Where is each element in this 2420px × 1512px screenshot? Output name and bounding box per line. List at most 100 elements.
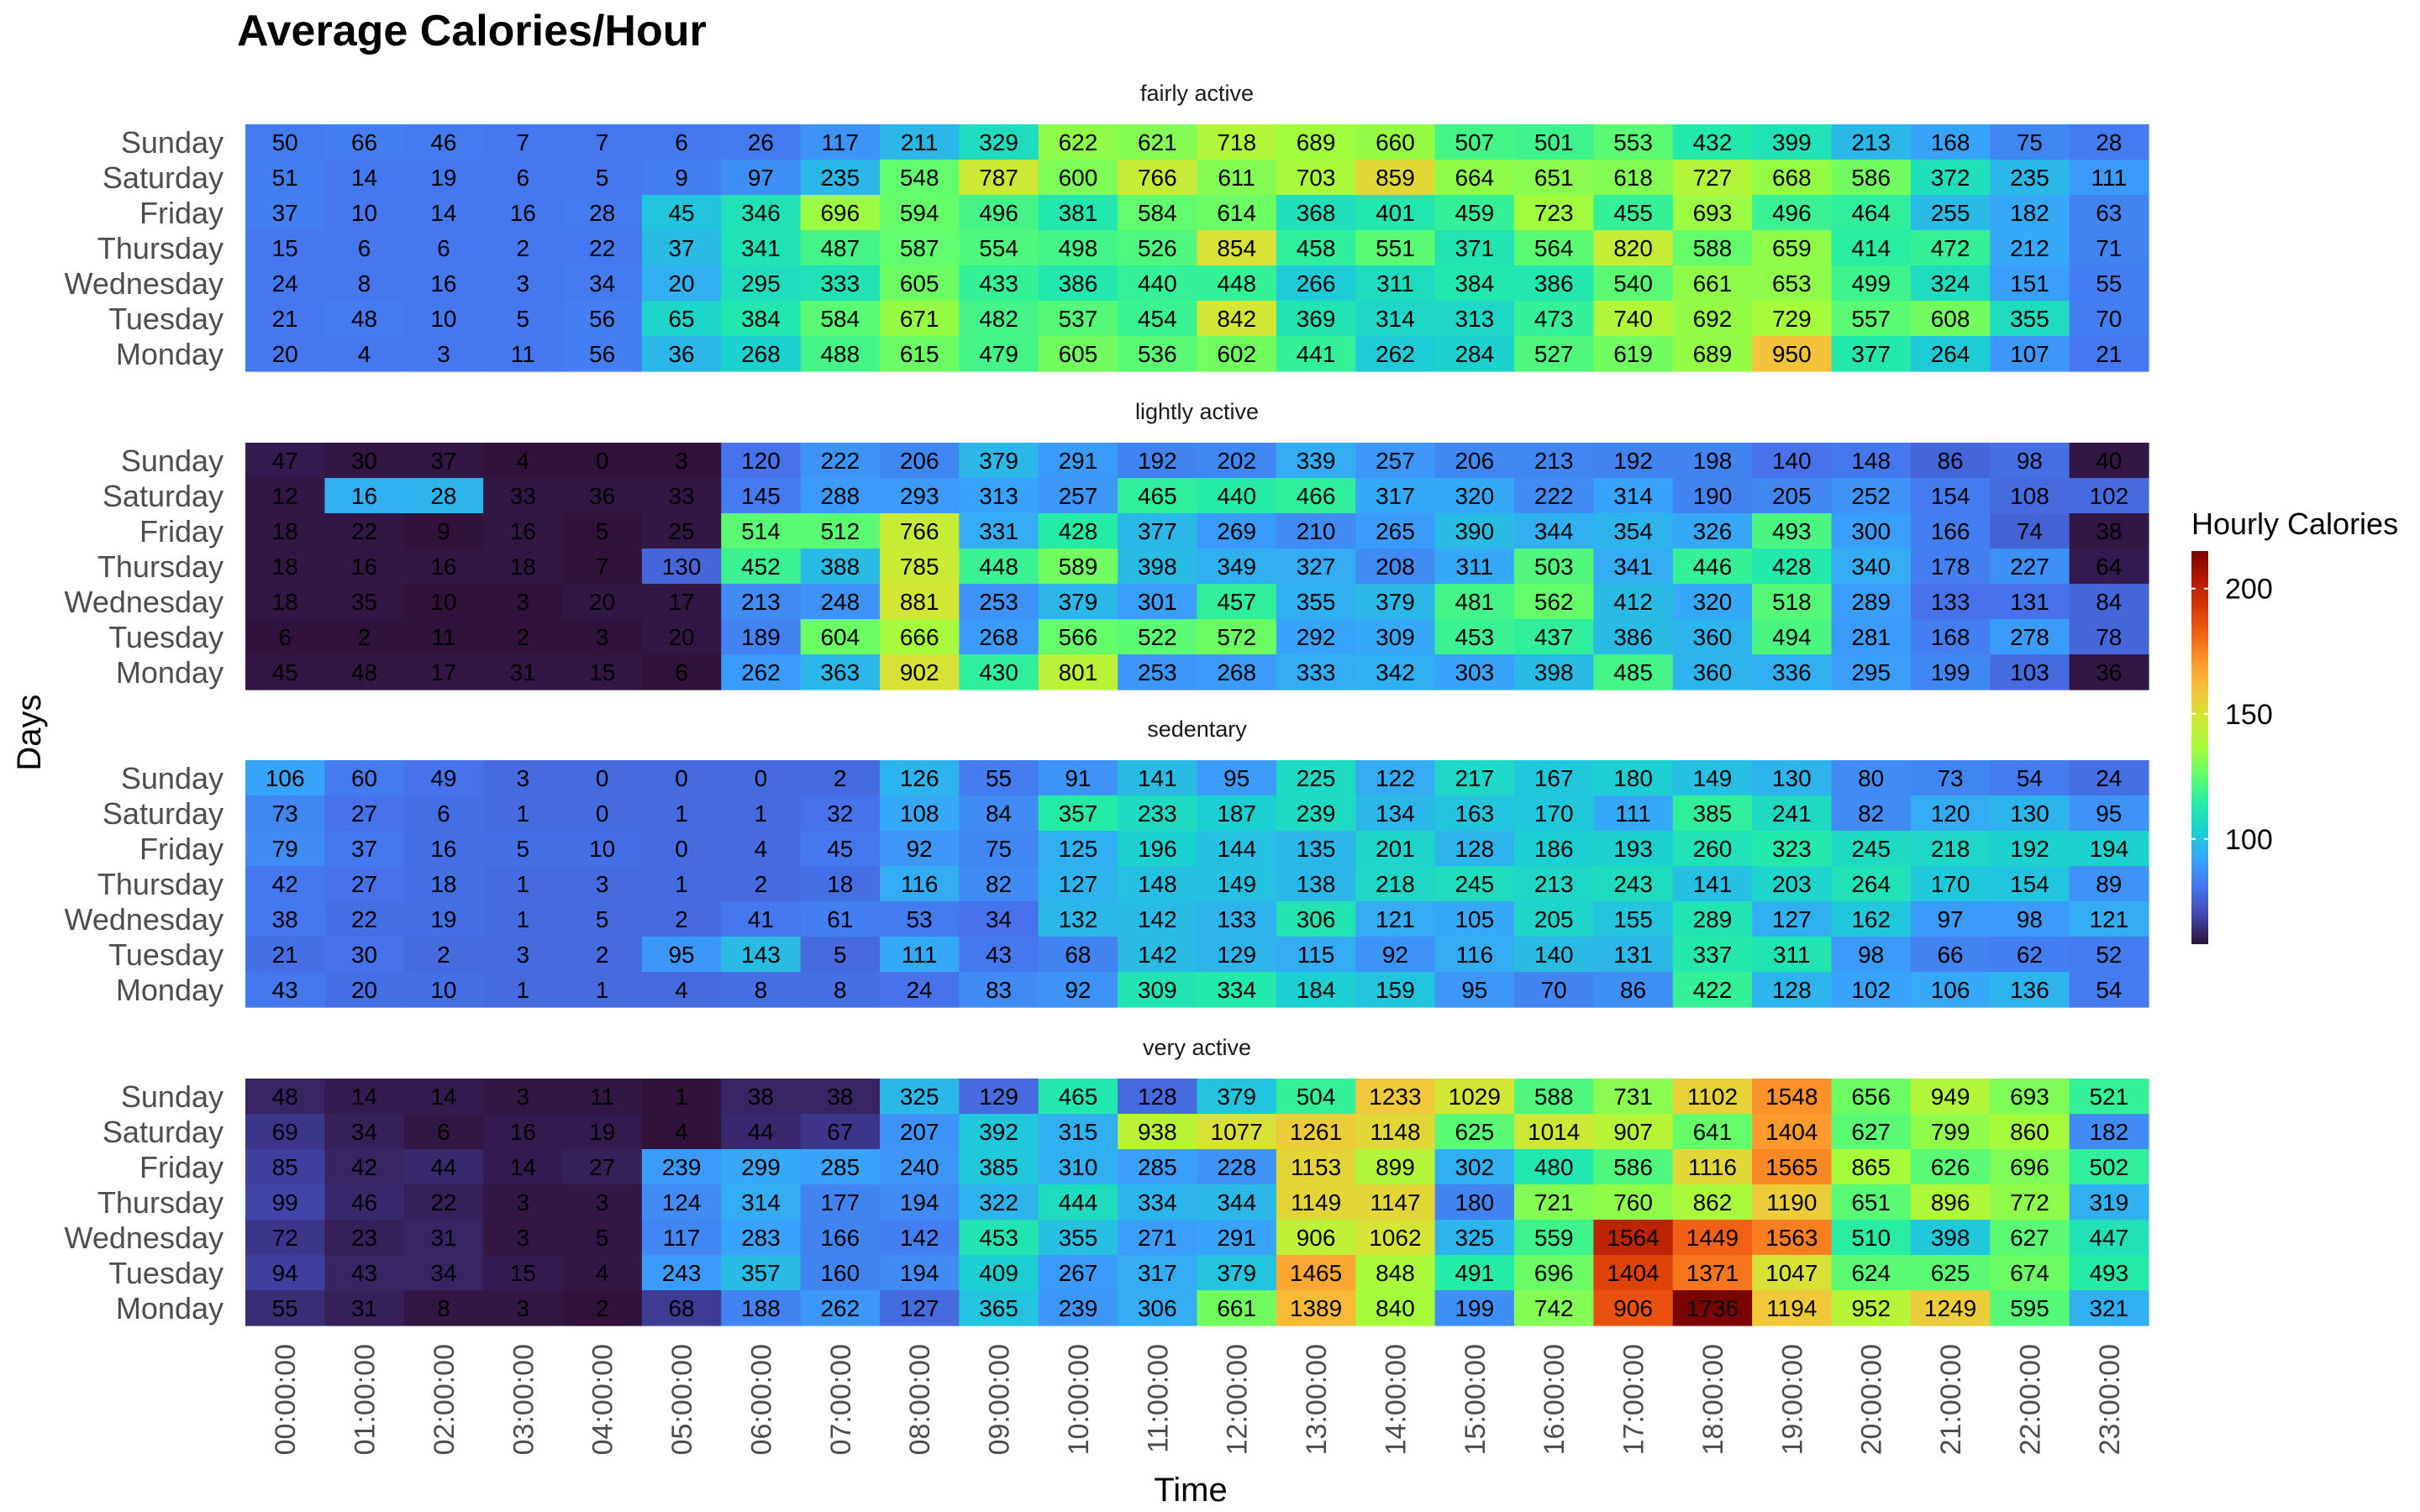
cell-value-label: 16 [510, 518, 536, 544]
heatmap-cell [1593, 1079, 1674, 1115]
heatmap-cell [880, 160, 960, 196]
cell-value-label: 381 [1059, 200, 1098, 226]
cell-value-label: 772 [2010, 1189, 2049, 1215]
cell-value-label: 661 [1217, 1295, 1256, 1321]
cell-value-label: 44 [748, 1119, 774, 1145]
heatmap-cell [562, 654, 643, 690]
heatmap-cell [1672, 301, 1753, 337]
heatmap-cell [1593, 230, 1674, 266]
heatmap-cell [1197, 901, 1277, 937]
cell-value-label: 481 [1455, 589, 1494, 615]
cell-value-label: 194 [900, 1260, 939, 1286]
heatmap-cell [1355, 1114, 1436, 1150]
heatmap-cell [1593, 195, 1674, 231]
cell-value-label: 334 [1217, 977, 1256, 1003]
heatmap-cell [1593, 1220, 1674, 1256]
heatmap-cell [1434, 1220, 1515, 1256]
cell-value-label: 268 [741, 341, 781, 367]
cell-value-label: 6 [437, 235, 450, 261]
heatmap-cell [1910, 478, 1991, 514]
heatmap-cell [1752, 478, 1833, 514]
heatmap-cell [1831, 619, 1912, 655]
cell-value-label: 848 [1376, 1260, 1415, 1286]
heatmap-cell [1752, 160, 1833, 196]
cell-value-label: 2 [437, 942, 450, 968]
cell-value-label: 518 [1772, 589, 1812, 615]
cell-value-label: 283 [741, 1225, 781, 1251]
x-tick-label: 19:00:00 [1776, 1344, 1808, 1455]
heatmap-cell [1831, 230, 1912, 266]
x-tick-label: 08:00:00 [904, 1344, 936, 1455]
cell-value-label: 385 [979, 1154, 1018, 1180]
cell-value-label: 625 [1931, 1260, 1970, 1286]
heatmap-cell [1752, 301, 1833, 337]
y-tick-label: Thursday [97, 867, 224, 901]
x-tick-label: 16:00:00 [1539, 1344, 1570, 1455]
heatmap-cell [483, 760, 564, 796]
heatmap-cell [1990, 972, 2070, 1008]
heatmap-cell [245, 513, 325, 549]
heatmap-cell [1990, 478, 2070, 514]
cell-value-label: 723 [1534, 200, 1574, 226]
cell-value-label: 3 [596, 871, 609, 897]
cell-value-label: 7 [596, 554, 609, 580]
cell-value-label: 278 [2010, 624, 2049, 650]
y-tick-label: Tuesday [108, 937, 224, 972]
heatmap-cell [403, 584, 484, 620]
cell-value-label: 1 [517, 906, 530, 932]
heatmap-cell [1672, 972, 1753, 1008]
heatmap-cell [245, 1255, 325, 1291]
cell-value-label: 372 [1931, 165, 1970, 191]
cell-value-label: 103 [2010, 659, 2049, 685]
cell-value-label: 949 [1931, 1084, 1970, 1110]
cell-value-label: 143 [741, 942, 781, 968]
heatmap-cell [959, 549, 1039, 585]
cell-value-label: 303 [1455, 659, 1494, 685]
heatmap-cell [800, 443, 881, 479]
heatmap-cell [1038, 1220, 1118, 1256]
heatmap-cell [1910, 230, 1991, 266]
cell-value-label: 28 [589, 200, 615, 226]
cell-value-label: 625 [1455, 1119, 1494, 1145]
cell-value-label: 42 [351, 1154, 377, 1180]
cell-value-label: 311 [1376, 270, 1414, 297]
heatmap-cell [959, 831, 1039, 867]
heatmap-cell [800, 972, 881, 1008]
heatmap-cell [562, 584, 643, 620]
heatmap-cell [800, 1079, 881, 1115]
heatmap-cell [1990, 619, 2070, 655]
y-tick-label: Friday [139, 1150, 224, 1184]
heatmap-cell [1118, 1149, 1198, 1185]
cell-value-label: 102 [1851, 977, 1891, 1003]
cell-value-label: 661 [1693, 270, 1733, 297]
heatmap-cell [641, 937, 722, 973]
cell-value-label: 134 [1376, 801, 1415, 827]
cell-value-label: 16 [351, 554, 377, 580]
cell-value-label: 9 [675, 165, 688, 191]
heatmap-cell [1276, 901, 1356, 937]
cell-value-label: 99 [272, 1189, 298, 1215]
heatmap-cell [562, 831, 643, 867]
heatmap-cell [721, 513, 802, 549]
cell-value-label: 33 [510, 483, 536, 509]
cell-value-label: 53 [907, 906, 933, 932]
heatmap-cell [1752, 866, 1833, 902]
cell-value-label: 10 [589, 836, 615, 862]
heatmap-cell [800, 795, 881, 832]
heatmap-cell [1752, 901, 1833, 937]
cell-value-label: 228 [1217, 1154, 1256, 1180]
cell-value-label: 170 [1931, 871, 1970, 897]
cell-value-label: 1148 [1370, 1119, 1420, 1145]
heatmap-cell [1910, 795, 1991, 832]
cell-value-label: 611 [1218, 165, 1255, 191]
heatmap-cell [1434, 937, 1515, 973]
cell-value-label: 301 [1138, 589, 1177, 615]
cell-value-label: 115 [1297, 942, 1335, 968]
heatmap-cell [2069, 230, 2149, 266]
cell-value-label: 8 [834, 977, 847, 1003]
cell-value-label: 317 [1138, 1260, 1177, 1286]
heatmap-cell [1831, 654, 1912, 690]
cell-value-label: 355 [1297, 589, 1336, 615]
cell-value-label: 498 [1059, 235, 1098, 261]
cell-value-label: 588 [1534, 1084, 1574, 1110]
